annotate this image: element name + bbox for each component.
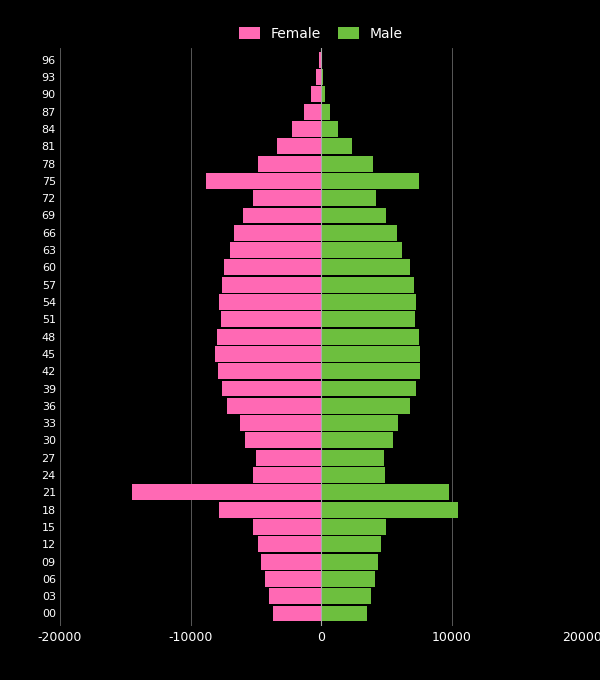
Bar <box>321 415 398 431</box>
Bar <box>319 52 321 68</box>
Bar <box>227 398 321 414</box>
Bar <box>321 173 419 189</box>
Bar <box>253 190 321 206</box>
Bar <box>321 571 374 587</box>
Bar <box>321 207 386 224</box>
Bar <box>321 554 379 570</box>
Bar <box>292 121 321 137</box>
Bar <box>321 398 410 414</box>
Bar <box>218 363 321 379</box>
Bar <box>245 432 321 448</box>
Bar <box>321 121 338 137</box>
Bar <box>321 138 352 154</box>
Bar <box>321 294 416 310</box>
Bar <box>321 328 419 345</box>
Bar <box>321 242 402 258</box>
Bar <box>221 311 321 327</box>
Bar <box>256 449 321 466</box>
Bar <box>242 207 321 224</box>
Bar <box>273 605 321 622</box>
Bar <box>321 190 376 206</box>
Bar <box>233 225 321 241</box>
Bar <box>253 519 321 535</box>
Bar <box>321 537 381 552</box>
Bar <box>321 103 330 120</box>
Bar <box>321 259 410 275</box>
Bar <box>222 381 321 396</box>
Legend: Female, Male: Female, Male <box>235 22 407 45</box>
Bar <box>321 52 322 68</box>
Bar <box>230 242 321 258</box>
Bar <box>316 69 321 85</box>
Bar <box>132 484 321 500</box>
Bar <box>259 537 321 552</box>
Bar <box>219 502 321 517</box>
Bar <box>259 156 321 171</box>
Bar <box>321 432 393 448</box>
Bar <box>217 328 321 345</box>
Bar <box>321 277 413 292</box>
Bar <box>321 519 386 535</box>
Bar <box>321 69 323 85</box>
Bar <box>304 103 321 120</box>
Bar <box>321 467 385 483</box>
Bar <box>219 294 321 310</box>
Bar <box>321 86 325 102</box>
Bar <box>321 484 449 500</box>
Bar <box>253 467 321 483</box>
Bar <box>277 138 321 154</box>
Bar <box>321 381 416 396</box>
Bar <box>240 415 321 431</box>
Bar <box>222 277 321 292</box>
Bar <box>311 86 321 102</box>
Bar <box>321 605 367 622</box>
Bar <box>321 311 415 327</box>
Bar <box>321 346 420 362</box>
Bar <box>321 502 458 517</box>
Bar <box>321 363 420 379</box>
Bar <box>224 259 321 275</box>
Bar <box>215 346 321 362</box>
Bar <box>321 449 383 466</box>
Bar <box>206 173 321 189</box>
Bar <box>261 554 321 570</box>
Bar <box>321 225 397 241</box>
Bar <box>269 588 321 604</box>
Bar <box>265 571 321 587</box>
Bar <box>321 156 373 171</box>
Bar <box>321 588 371 604</box>
